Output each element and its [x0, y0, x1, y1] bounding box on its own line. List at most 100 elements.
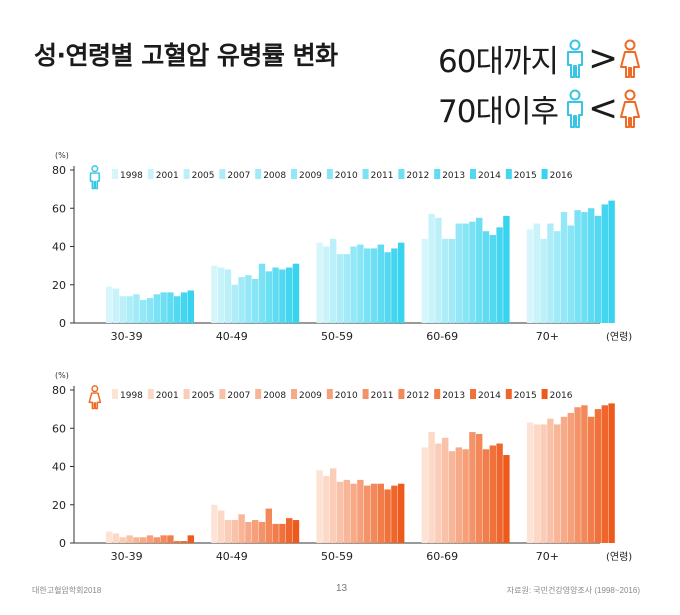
bar — [581, 212, 588, 323]
legend-swatch — [255, 389, 262, 399]
male-icon — [567, 39, 584, 78]
bar — [398, 483, 405, 543]
y-tick-label: 40 — [52, 241, 66, 254]
male-icon — [89, 165, 100, 190]
x-tick-label: 30-39 — [111, 550, 143, 563]
y-tick-label: 60 — [52, 422, 66, 435]
legend-swatch — [112, 169, 118, 179]
bar — [106, 531, 113, 543]
bar — [560, 212, 568, 323]
page-title: 성·연령별 고혈압 유병률 변화 — [34, 41, 338, 70]
bar — [218, 510, 225, 543]
bar — [489, 235, 496, 323]
legend-swatch — [362, 169, 369, 179]
bar — [608, 200, 615, 323]
bar — [146, 298, 154, 323]
bar — [224, 520, 232, 543]
bar — [238, 514, 245, 543]
x-tick-label: 70+ — [536, 330, 559, 343]
bar — [187, 535, 194, 543]
legend-swatch — [291, 389, 297, 399]
male-icon — [567, 89, 584, 128]
bar — [455, 447, 462, 543]
bar — [265, 508, 272, 543]
bar — [174, 541, 181, 543]
legend-label: 2011 — [371, 171, 394, 181]
bar — [435, 443, 442, 543]
bar — [476, 433, 483, 543]
bar — [272, 267, 279, 323]
legend-label: 2010 — [335, 171, 358, 181]
legend-label: 1998 — [120, 171, 143, 181]
bar — [252, 279, 259, 323]
legend-label: 2012 — [406, 171, 429, 181]
legend-swatch — [183, 389, 190, 399]
headline-line-2: 70대이후 < — [438, 86, 641, 131]
female-icon — [88, 385, 102, 410]
bar — [455, 223, 462, 323]
bar — [174, 296, 181, 323]
bar — [153, 294, 160, 323]
legend-label: 2015 — [514, 171, 537, 181]
bar — [398, 242, 405, 323]
bar — [594, 409, 602, 543]
bar — [554, 424, 561, 543]
x-tick-label: 40-49 — [216, 330, 248, 343]
bar — [364, 485, 371, 543]
bar — [343, 254, 350, 323]
bar — [588, 208, 595, 323]
bar — [364, 248, 371, 323]
legend-swatch — [255, 169, 262, 179]
bar — [112, 288, 120, 323]
female-icon — [620, 39, 641, 78]
bar — [462, 449, 469, 543]
bar — [231, 520, 238, 543]
headline-line-1: 60대까지 > — [438, 36, 641, 81]
legend-label: 2014 — [478, 391, 501, 401]
bar — [496, 443, 503, 543]
legend-label: 2016 — [550, 171, 573, 181]
bar — [211, 504, 218, 543]
bar — [567, 412, 574, 543]
bar — [167, 292, 174, 323]
headline-line-1-text: 60대까지 — [438, 44, 559, 80]
male-prevalence-chart: (%) 0 20 40 60 80 1998 2001 2005 2007 2008 2009 2010… — [52, 151, 632, 343]
legend-label: 2009 — [299, 171, 322, 181]
bar — [533, 424, 540, 543]
bar — [503, 215, 510, 323]
legend-label: 2008 — [263, 391, 286, 401]
bar — [292, 263, 300, 323]
legend-label: 2001 — [156, 391, 179, 401]
bar — [167, 535, 174, 543]
bar — [140, 537, 147, 543]
legend-label: 1998 — [120, 391, 143, 401]
female-prevalence-chart: (%) 0 20 40 60 80 1998 2001 2005 2007 2008 2009 2010… — [52, 371, 632, 563]
bar — [146, 535, 154, 543]
female-icon-head — [91, 385, 99, 393]
legend-label: 2015 — [514, 391, 537, 401]
bar — [126, 296, 133, 323]
legend-swatch — [291, 169, 297, 179]
bar — [442, 437, 449, 543]
legend-swatch — [434, 389, 441, 399]
y-tick-label: 40 — [52, 461, 66, 474]
x-tick-label: 40-49 — [216, 550, 248, 563]
legend-swatch — [147, 169, 154, 179]
legend-swatch — [434, 169, 441, 179]
legend-label: 2013 — [442, 171, 465, 181]
bar — [238, 277, 245, 323]
legend-swatch — [219, 389, 226, 399]
male-icon-head — [91, 165, 99, 173]
bar — [435, 217, 442, 323]
legend-swatch — [326, 389, 333, 399]
headline-line-2-text: 70대이후 — [438, 94, 559, 130]
bar — [265, 271, 272, 323]
bar — [180, 541, 188, 543]
bar — [567, 225, 574, 323]
legend-label: 2007 — [227, 391, 250, 401]
legend-swatch — [326, 169, 333, 179]
bar — [482, 449, 490, 543]
x-tick-label: 50-59 — [321, 550, 353, 563]
bar — [482, 231, 490, 323]
bar — [574, 407, 581, 543]
